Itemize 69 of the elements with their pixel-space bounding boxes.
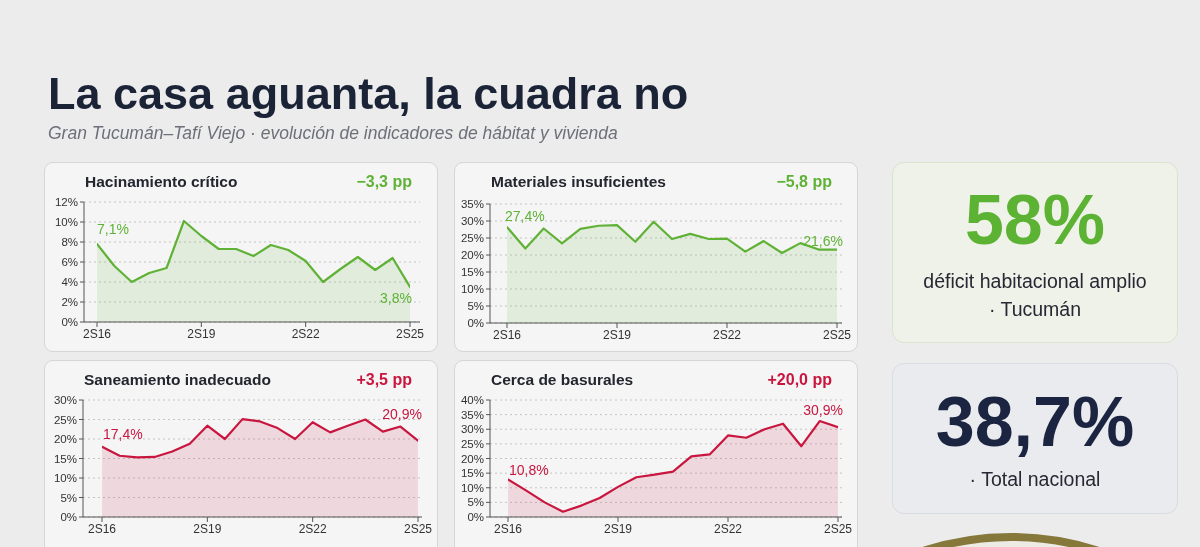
text: −5,8 pp — [776, 173, 832, 191]
y-tick-label: 20% — [460, 249, 484, 262]
x-tick-label: 2S25 — [403, 521, 433, 536]
y-tick-label: 6% — [61, 256, 78, 269]
y-tick-label: 5% — [60, 491, 77, 504]
x-tick-label: 2S19 — [602, 327, 632, 342]
x-tick-label: 2S16 — [87, 521, 117, 536]
y-tick-label: 30% — [53, 394, 77, 407]
y-tick-label: 20% — [53, 433, 77, 446]
text: · Total nacional — [968, 467, 1102, 492]
y-tick-label: 15% — [53, 452, 77, 465]
y-tick-label: 10% — [460, 481, 484, 494]
y-tick-label: 0% — [467, 317, 484, 330]
x-tick-label: 2S16 — [82, 326, 112, 341]
text: 38,7% — [934, 383, 1136, 461]
annotation: 7,1% — [97, 221, 129, 237]
annotation: 20,9% — [382, 405, 422, 422]
y-tick-label: 0% — [60, 511, 77, 524]
annotation: 10,8% — [509, 461, 549, 478]
y-tick-label: 8% — [61, 236, 78, 249]
chart-title: Materiales insuficientes — [491, 173, 666, 191]
y-tick-label: 5% — [467, 300, 484, 313]
text: déficit habitacional amplio — [922, 269, 1148, 294]
x-tick-label: 2S19 — [187, 326, 216, 341]
y-tick-label: 40% — [460, 394, 484, 407]
text: · Tucumán — [987, 297, 1083, 322]
text: La casa aguanta, la cuadra no — [48, 68, 690, 119]
y-tick-label: 30% — [460, 423, 484, 436]
x-tick-label: 2S25 — [822, 327, 852, 342]
annotation: 30,9% — [803, 402, 843, 419]
y-tick-label: 35% — [460, 198, 484, 211]
y-tick-label: 35% — [460, 408, 484, 421]
annotation: 17,4% — [103, 425, 143, 442]
y-tick-label: 25% — [460, 232, 484, 245]
annotation: 27,4% — [505, 208, 545, 225]
y-tick-label: 12% — [54, 196, 78, 209]
y-tick-label: 2% — [61, 296, 78, 309]
x-tick-label: 2S25 — [823, 521, 853, 536]
text: +3,5 pp — [356, 371, 412, 389]
chart-title: Hacinamiento crítico — [85, 173, 238, 191]
x-tick-label: 2S22 — [291, 326, 320, 341]
y-tick-label: 25% — [53, 413, 77, 426]
y-tick-label: 0% — [467, 511, 484, 524]
chart-title: Saneamiento inadecuado — [84, 371, 271, 389]
annotation: 3,8% — [380, 290, 412, 306]
x-tick-label: 2S19 — [193, 521, 222, 536]
y-tick-label: 4% — [61, 276, 78, 289]
y-tick-label: 25% — [460, 437, 484, 450]
y-tick-label: 5% — [467, 496, 484, 509]
x-tick-label: 2S22 — [712, 327, 742, 342]
y-tick-label: 0% — [61, 316, 78, 329]
x-tick-label: 2S22 — [713, 521, 743, 536]
x-tick-label: 2S22 — [298, 521, 327, 536]
y-tick-label: 30% — [460, 215, 484, 228]
y-tick-label: 10% — [53, 472, 77, 485]
x-tick-label: 2S16 — [493, 521, 523, 536]
y-tick-label: 10% — [460, 283, 484, 296]
x-tick-label: 2S19 — [603, 521, 633, 536]
text: +20,0 pp — [767, 371, 832, 389]
y-tick-label: 15% — [460, 467, 484, 480]
text: −3,3 pp — [356, 173, 412, 191]
chart-title: Cerca de basurales — [491, 371, 634, 389]
x-tick-label: 2S25 — [395, 326, 425, 341]
y-tick-label: 20% — [460, 452, 484, 465]
text: Gran Tucumán–Tafí Viejo · evolución de indicadores de hábitat y vivienda — [48, 123, 619, 143]
text: 58% — [963, 181, 1107, 259]
y-tick-label: 15% — [460, 266, 484, 279]
x-tick-label: 2S16 — [492, 327, 522, 342]
y-tick-label: 10% — [54, 216, 78, 229]
